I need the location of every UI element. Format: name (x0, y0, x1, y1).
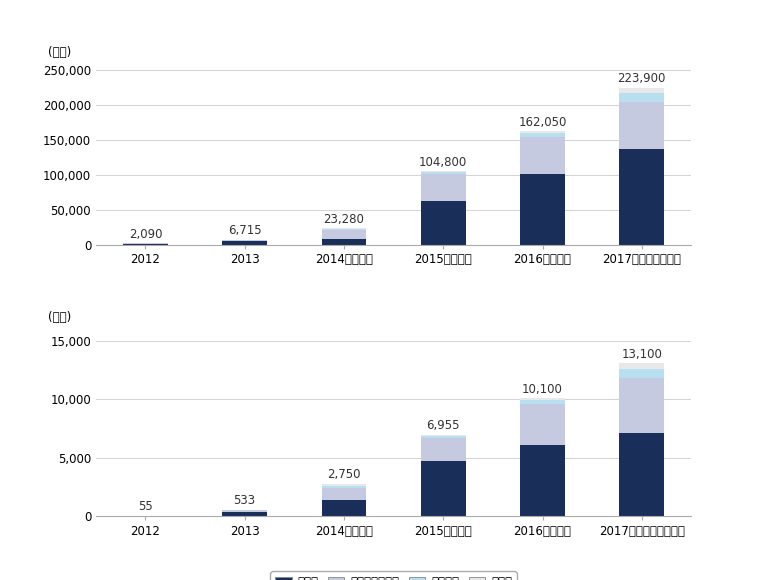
Text: 223,900: 223,900 (617, 72, 666, 85)
Text: 104,800: 104,800 (419, 155, 468, 169)
Bar (520, 131, 564, 133)
Bar (620, 88, 664, 93)
Bar (620, 369, 664, 378)
Bar (421, 436, 465, 438)
Text: 23,280: 23,280 (323, 213, 364, 226)
Bar (322, 484, 366, 486)
Bar (620, 378, 664, 433)
Bar (421, 435, 465, 436)
Bar (421, 172, 465, 174)
Bar (620, 93, 664, 102)
Text: (千台): (千台) (48, 310, 71, 324)
Bar (322, 500, 366, 516)
Text: (千台): (千台) (48, 46, 71, 59)
Bar (520, 445, 564, 516)
Text: 6,955: 6,955 (426, 419, 460, 432)
Bar (520, 400, 564, 404)
Text: 2,090: 2,090 (129, 227, 162, 241)
Bar (223, 241, 267, 245)
Text: 6,715: 6,715 (228, 224, 261, 237)
Bar (322, 488, 366, 500)
Text: 162,050: 162,050 (518, 115, 567, 129)
Bar (322, 230, 366, 240)
Bar (520, 133, 564, 137)
Bar (322, 229, 366, 230)
Bar (520, 137, 564, 174)
Text: 55: 55 (138, 500, 153, 513)
Bar (421, 201, 465, 245)
Bar (123, 244, 167, 245)
Text: 533: 533 (233, 494, 256, 508)
Legend: 時計型, リストバンド型, メガネ型, その他: 時計型, リストバンド型, メガネ型, その他 (270, 571, 517, 580)
Text: 13,100: 13,100 (621, 347, 662, 361)
Bar (223, 240, 267, 241)
Bar (223, 510, 267, 512)
Bar (520, 174, 564, 245)
Bar (620, 433, 664, 516)
Bar (421, 171, 465, 172)
Bar (421, 174, 465, 201)
Bar (620, 363, 664, 369)
Text: 10,100: 10,100 (522, 383, 563, 396)
Text: 2,750: 2,750 (327, 469, 361, 481)
Bar (520, 398, 564, 400)
Bar (322, 486, 366, 488)
Bar (421, 438, 465, 461)
Bar (620, 150, 664, 245)
Bar (520, 404, 564, 445)
Bar (421, 461, 465, 516)
Bar (223, 512, 267, 516)
Bar (620, 102, 664, 150)
Bar (322, 240, 366, 245)
